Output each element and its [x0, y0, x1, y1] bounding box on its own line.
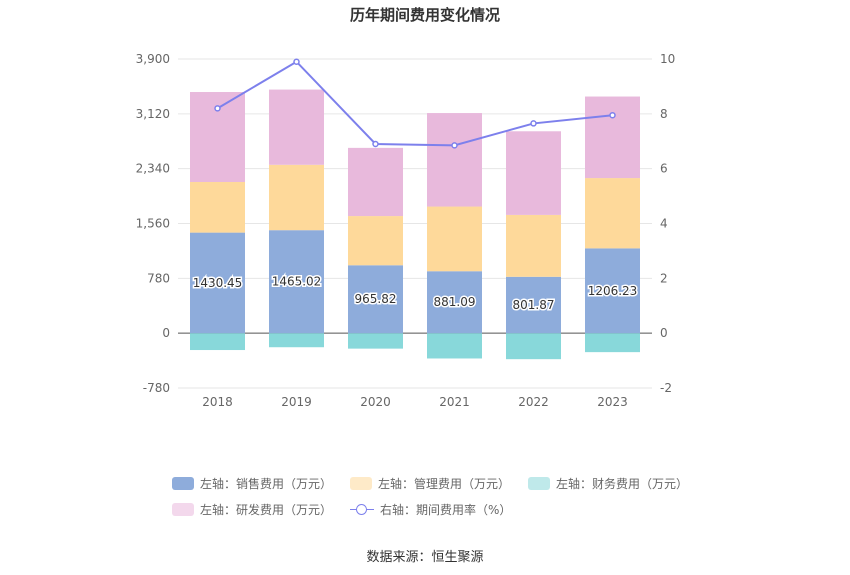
x-axis-ticks: 2018 2019 2020 2021 2022 2023 — [202, 395, 628, 409]
x-tick-label: 2021 — [439, 395, 470, 409]
chart-title: 历年期间费用变化情况 — [350, 6, 500, 24]
chart: 历年期间费用变化情况 3,9003,1202,3401,5607800-780 … — [136, 6, 676, 409]
rate-point — [372, 140, 379, 148]
x-tick-label: 2022 — [518, 395, 549, 409]
right-tick-label: 10 — [660, 52, 675, 66]
x-tick-label: 2019 — [281, 395, 312, 409]
left-tick-label: 3,120 — [136, 107, 170, 121]
bar-finance — [190, 333, 245, 351]
legend: 左轴：销售费用（万元） 左轴：管理费用（万元） 左轴：财务费用（万元） 左轴：研… — [172, 470, 692, 522]
legend-item-finance[interactable]: 左轴：财务费用（万元） — [528, 475, 688, 492]
bar-admin — [190, 181, 245, 233]
bar-sales — [585, 248, 640, 334]
rate-line — [214, 58, 616, 149]
bar-sales-label: 1206.23 — [588, 284, 638, 298]
legend-item-sales[interactable]: 左轴：销售费用（万元） — [172, 475, 332, 492]
bar-admin — [269, 164, 324, 231]
legend-label-rnd: 左轴：研发费用（万元） — [200, 502, 333, 517]
bar-rnd — [506, 131, 561, 215]
legend-item-rnd[interactable]: 左轴：研发费用（万元） — [172, 501, 332, 518]
left-tick-label: -780 — [143, 381, 170, 395]
rate-point — [214, 105, 221, 112]
grid-lines — [178, 58, 652, 389]
bar-sales — [427, 271, 482, 334]
bar-sales — [190, 232, 245, 334]
bar-finance — [348, 333, 403, 349]
legend-label-rate: 右轴：期间费用率（%） — [380, 502, 512, 517]
left-tick-label: 0 — [162, 326, 170, 340]
data-source: 数据来源：恒生聚源 — [366, 550, 484, 565]
x-tick-label: 2020 — [360, 395, 391, 409]
bar-rnd — [348, 147, 403, 217]
bar-sales-label: 965.82 — [355, 292, 397, 306]
bar-sales — [269, 230, 324, 334]
bar-sales-label: 1465.02 — [272, 275, 322, 289]
legend-swatch-admin — [350, 476, 373, 490]
x-tick-label: 2023 — [597, 395, 628, 409]
rate-polyline — [216, 60, 613, 147]
legend-item-rate[interactable]: 右轴：期间费用率（%） — [350, 501, 511, 518]
legend-row-1: 左轴：销售费用（万元） 左轴：管理费用（万元） 左轴：财务费用（万元） — [172, 470, 692, 496]
rate-point — [609, 111, 616, 119]
bar-sales-label: 1430.45 — [193, 276, 243, 290]
right-tick-label: 0 — [660, 326, 668, 340]
right-tick-label: -2 — [660, 381, 672, 395]
legend-swatch-finance — [528, 476, 551, 490]
bar-finance — [506, 333, 561, 360]
bar-finance — [427, 333, 482, 359]
rate-point — [451, 142, 458, 149]
right-tick-label: 8 — [660, 107, 668, 121]
right-tick-label: 2 — [660, 271, 668, 285]
bar-admin — [427, 206, 482, 272]
bar-sales-label: 881.09 — [434, 295, 476, 309]
x-tick-label: 2018 — [202, 395, 233, 409]
bar-rnd — [585, 96, 640, 179]
legend-label-sales: 左轴：销售费用（万元） — [200, 476, 333, 491]
bar-labels: 1430.45 1465.02 965.82 881.09 801.87 1206.23 — [191, 273, 639, 313]
left-tick-label: 1,560 — [136, 217, 170, 231]
bar-sales — [348, 265, 403, 334]
legend-swatch-rnd — [172, 502, 194, 516]
rate-point — [530, 120, 537, 127]
legend-swatch-sales — [172, 476, 194, 490]
bar-finance — [269, 333, 324, 348]
left-tick-label: 2,340 — [136, 162, 170, 176]
legend-label-admin: 左轴：管理费用（万元） — [378, 476, 511, 491]
legend-row-2: 左轴：研发费用（万元） 右轴：期间费用率（%） — [172, 496, 692, 522]
right-tick-label: 6 — [660, 162, 668, 176]
right-tick-label: 4 — [660, 217, 668, 231]
bar-finance — [585, 333, 640, 353]
left-tick-label: 3,900 — [136, 52, 170, 66]
bars — [190, 89, 640, 360]
bar-rnd — [269, 89, 324, 165]
bar-sales-label: 801.87 — [513, 298, 555, 312]
legend-label-finance: 左轴：财务费用（万元） — [556, 476, 689, 491]
bar-admin — [348, 216, 403, 266]
left-tick-label: 780 — [147, 271, 170, 285]
legend-line-marker-icon — [350, 503, 375, 516]
legend-item-admin[interactable]: 左轴：管理费用（万元） — [350, 475, 510, 492]
left-axis-ticks: 3,900 3,120 2,340 1,560 780 0 -780 — [136, 52, 170, 395]
bar-admin — [585, 178, 640, 249]
bar-rnd — [427, 113, 482, 207]
bar-sales — [506, 276, 561, 334]
bar-admin — [506, 214, 561, 277]
rate-point — [293, 58, 300, 65]
right-axis-ticks: 10 8 6 4 2 0 -2 — [660, 52, 675, 395]
